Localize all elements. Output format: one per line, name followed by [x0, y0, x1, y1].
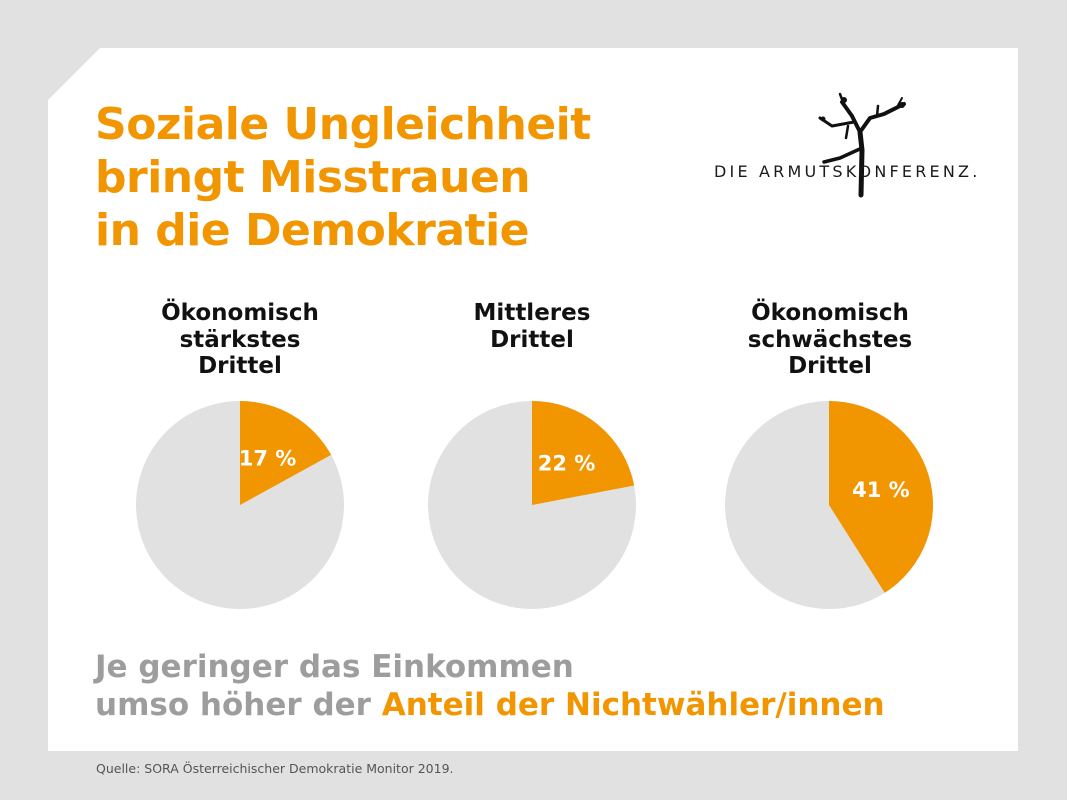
- pie-3-slice-value: [829, 401, 934, 593]
- pie-2-title-line-2: Drittel: [490, 326, 574, 353]
- pie-1-title-line-1: Ökonomisch: [161, 300, 319, 326]
- conclusion-line-1: Je geringer das Einkommen: [95, 649, 574, 685]
- source-note: Quelle: SORA Österreichischer Demokratie…: [96, 761, 454, 776]
- pie-2-slice-value: [532, 401, 635, 505]
- pie-3-title: Ökonomisch schwächstes Drittel: [710, 300, 950, 380]
- pie-2-title-line-1: Mittleres: [473, 300, 591, 326]
- pie-1-title-line-2: stärkstes: [179, 326, 301, 353]
- conclusion-line-2: umso höher der Anteil der Nichtwähler/in…: [95, 686, 885, 724]
- headline-line-3: in die Demokratie: [95, 205, 530, 256]
- pie-1-title: Ökonomisch stärkstes Drittel: [120, 300, 360, 380]
- pie-1-value-label: 17 %: [239, 447, 297, 471]
- conclusion-line-2-accent: Anteil der Nichtwähler/innen: [381, 687, 885, 723]
- headline: Soziale Ungleichheit bringt Misstrauen i…: [95, 98, 591, 257]
- headline-line-2: bringt Misstrauen: [95, 152, 531, 203]
- pie-1-slice-value: [240, 401, 332, 505]
- conclusion-line-2-prefix: umso höher der: [95, 687, 382, 723]
- infographic-card: [48, 48, 1018, 751]
- pie-1-title-line-3: Drittel: [198, 353, 282, 379]
- pie-3-title-line-3: Drittel: [788, 353, 872, 379]
- stick-figure-icon: [818, 92, 906, 198]
- pie-3-value-label: 41 %: [852, 478, 910, 502]
- pie-3-title-line-1: Ökonomisch: [751, 300, 909, 326]
- pie-2-title: Mittleres Drittel: [412, 300, 652, 353]
- headline-line-1: Soziale Ungleichheit: [95, 99, 591, 150]
- pie-3-title-line-2: schwächstes: [747, 326, 913, 353]
- pie-3: 41 %: [725, 401, 934, 609]
- conclusion: Je geringer das Einkommen umso höher der…: [95, 648, 885, 724]
- pie-2: 22 %: [428, 401, 636, 609]
- pie-1: 17 %: [136, 401, 344, 609]
- pie-2-value-label: 22 %: [538, 451, 596, 475]
- logo-text: DIE ARMUTSKONFERENZ.: [714, 162, 981, 181]
